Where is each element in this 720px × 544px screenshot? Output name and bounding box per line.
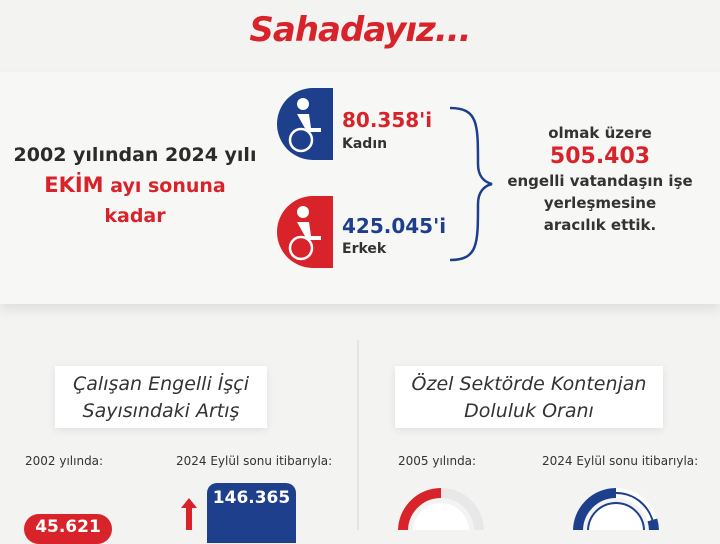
section-divider <box>357 340 359 530</box>
quota-label-2024: 2024 Eylül sonu itibarıyla: <box>542 454 699 468</box>
quota-title-box: Özel Sektörde Kontenjan Doluluk Oranı <box>395 366 663 428</box>
intro-line3: kadar <box>104 205 166 227</box>
intro-line2-rest: ayı sonuna <box>103 175 226 197</box>
workers-label-2024: 2024 Eylül sonu itibarıyla: <box>176 454 333 468</box>
workers-title-line2: Sayısındaki Artış <box>82 400 240 422</box>
male-label: Erkek <box>342 241 387 257</box>
workers-value-2002: 45.621 <box>24 514 112 544</box>
quota-title-line2: Doluluk Oranı <box>464 400 594 422</box>
wheelchair-woman-icon <box>277 88 333 160</box>
summary-line2: engelli vatandaşın işe <box>507 172 693 190</box>
intro-line2: EKİM ayı sonuna <box>10 170 260 201</box>
quota-donut-2005 <box>398 488 484 530</box>
workers-value-2024: 146.365 <box>207 483 296 543</box>
summary-total: 505.403 <box>549 144 651 169</box>
workers-title-line1: Çalışan Engelli İşçi <box>73 373 249 395</box>
summary-line3: yerleşmesine <box>543 194 657 212</box>
wheelchair-man-icon <box>277 196 333 268</box>
quota-label-2005: 2005 yılında: <box>398 454 477 468</box>
summary-text: olmak üzere 505.403 engelli vatandaşın i… <box>500 122 700 236</box>
intro-line1: 2002 yılından 2024 yılı <box>13 144 257 166</box>
quota-donut-2024 <box>573 488 659 530</box>
brace-icon <box>449 106 493 262</box>
summary-card <box>0 72 720 304</box>
workers-label-2002: 2002 yılında: <box>25 454 104 468</box>
quota-title-line1: Özel Sektörde Kontenjan <box>411 373 647 395</box>
intro-text: 2002 yılından 2024 yılı EKİM ayı sonuna … <box>10 140 260 231</box>
intro-month: EKİM <box>44 173 104 197</box>
female-label: Kadın <box>342 136 388 152</box>
male-value: 425.045'i <box>342 214 447 238</box>
summary-line4: aracılık ettik. <box>543 216 657 234</box>
page-title: Sahadayız... <box>249 10 471 50</box>
summary-line1: olmak üzere <box>548 124 652 142</box>
arrow-up-icon <box>181 498 197 530</box>
female-value: 80.358'i <box>342 108 433 132</box>
workers-title-box: Çalışan Engelli İşçi Sayısındaki Artış <box>55 366 267 428</box>
